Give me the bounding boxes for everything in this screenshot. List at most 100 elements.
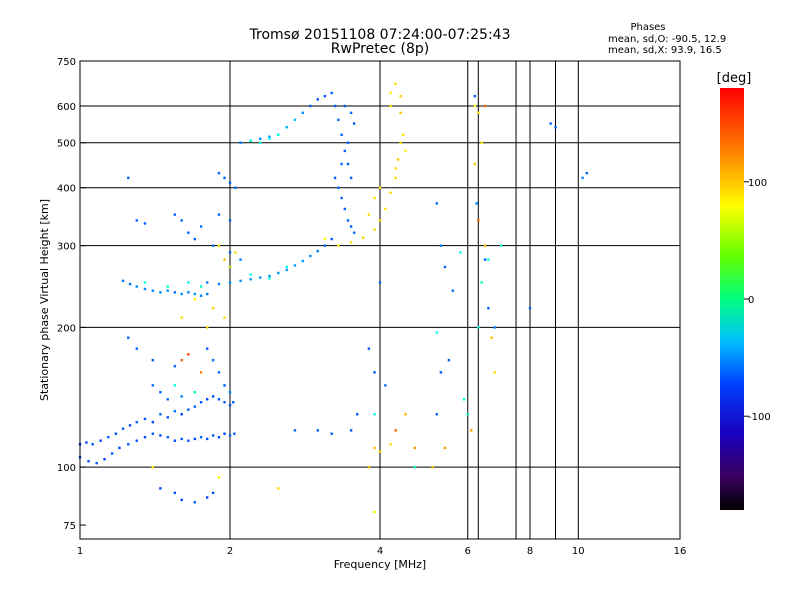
data-point bbox=[346, 162, 350, 166]
data-point bbox=[151, 358, 155, 362]
data-point bbox=[483, 244, 487, 247]
data-point bbox=[477, 219, 480, 222]
data-point bbox=[173, 409, 177, 413]
data-point bbox=[373, 371, 376, 374]
data-point bbox=[493, 371, 497, 374]
data-point bbox=[217, 282, 221, 286]
data-point bbox=[483, 258, 487, 261]
data-point bbox=[435, 202, 438, 205]
data-point bbox=[493, 326, 497, 329]
chart-title: Tromsø 20151108 07:24:00-07:25:43 bbox=[249, 27, 511, 43]
y-tick-label: 100 bbox=[57, 463, 76, 474]
data-point bbox=[173, 439, 177, 442]
data-point bbox=[228, 403, 232, 407]
data-point bbox=[396, 158, 400, 161]
data-point bbox=[309, 104, 312, 108]
data-point bbox=[143, 435, 147, 439]
x-axis-label: Frequency [MHz] bbox=[334, 558, 426, 571]
stats-heading: Phases bbox=[630, 22, 665, 33]
data-point bbox=[173, 364, 177, 368]
data-point bbox=[470, 429, 473, 432]
data-point bbox=[394, 167, 397, 170]
data-point bbox=[239, 141, 242, 144]
data-point bbox=[217, 435, 221, 439]
data-point bbox=[293, 429, 297, 432]
data-point bbox=[389, 443, 392, 446]
data-point bbox=[199, 285, 203, 288]
data-point bbox=[477, 326, 480, 329]
data-point bbox=[85, 441, 88, 444]
data-point bbox=[343, 149, 347, 153]
grid-lines bbox=[80, 61, 680, 539]
data-point bbox=[404, 413, 407, 416]
x-tick-label: 2 bbox=[227, 546, 233, 557]
data-point bbox=[187, 353, 190, 356]
x-tick-label: 1 bbox=[77, 546, 83, 557]
data-point bbox=[367, 465, 371, 469]
data-point bbox=[228, 181, 232, 184]
data-point bbox=[223, 432, 226, 435]
data-point bbox=[193, 437, 197, 441]
data-point bbox=[166, 398, 169, 401]
data-point bbox=[217, 371, 221, 374]
y-tick-label: 600 bbox=[57, 102, 76, 113]
data-point bbox=[346, 141, 350, 144]
data-point bbox=[217, 476, 221, 479]
data-point bbox=[316, 98, 319, 101]
data-point bbox=[128, 424, 132, 427]
data-point bbox=[143, 222, 147, 225]
data-point bbox=[323, 94, 327, 98]
data-point bbox=[373, 196, 376, 200]
data-point bbox=[205, 292, 209, 296]
data-point bbox=[127, 176, 130, 180]
data-point bbox=[159, 291, 162, 294]
data-point bbox=[180, 219, 183, 222]
data-point bbox=[173, 213, 177, 216]
data-point bbox=[249, 278, 252, 281]
data-point bbox=[459, 251, 462, 254]
data-point bbox=[340, 162, 343, 166]
data-point bbox=[349, 225, 353, 228]
data-point bbox=[330, 91, 333, 95]
data-point bbox=[352, 231, 356, 234]
data-point bbox=[394, 82, 397, 85]
data-point bbox=[151, 465, 155, 469]
data-point bbox=[399, 141, 402, 144]
data-point bbox=[346, 219, 350, 222]
data-point bbox=[91, 443, 94, 446]
data-point bbox=[413, 446, 417, 450]
data-point bbox=[352, 122, 356, 125]
data-point bbox=[549, 122, 552, 125]
data-point bbox=[114, 432, 118, 435]
data-point bbox=[343, 207, 347, 211]
data-point bbox=[234, 186, 237, 189]
data-point bbox=[431, 465, 434, 469]
data-point bbox=[473, 104, 477, 108]
data-point bbox=[333, 104, 337, 108]
data-point bbox=[413, 465, 417, 469]
data-point bbox=[528, 306, 532, 310]
data-point bbox=[151, 420, 155, 424]
data-point bbox=[373, 413, 376, 416]
data-point bbox=[110, 452, 114, 455]
data-point bbox=[581, 176, 584, 180]
data-point bbox=[173, 384, 177, 387]
data-point bbox=[367, 347, 371, 350]
y-tick-label: 200 bbox=[57, 323, 76, 334]
data-point bbox=[166, 416, 169, 419]
data-point bbox=[205, 281, 209, 284]
data-point bbox=[435, 413, 438, 416]
data-point bbox=[228, 219, 232, 222]
data-point bbox=[211, 491, 215, 495]
data-point bbox=[399, 111, 402, 115]
data-point bbox=[349, 176, 353, 180]
data-point bbox=[205, 347, 209, 350]
data-point bbox=[301, 259, 305, 263]
data-point bbox=[277, 487, 280, 490]
data-point bbox=[355, 413, 359, 416]
data-point bbox=[435, 331, 438, 334]
data-point bbox=[285, 265, 288, 269]
data-point bbox=[349, 429, 353, 432]
data-point bbox=[107, 435, 110, 439]
data-point bbox=[135, 420, 138, 424]
